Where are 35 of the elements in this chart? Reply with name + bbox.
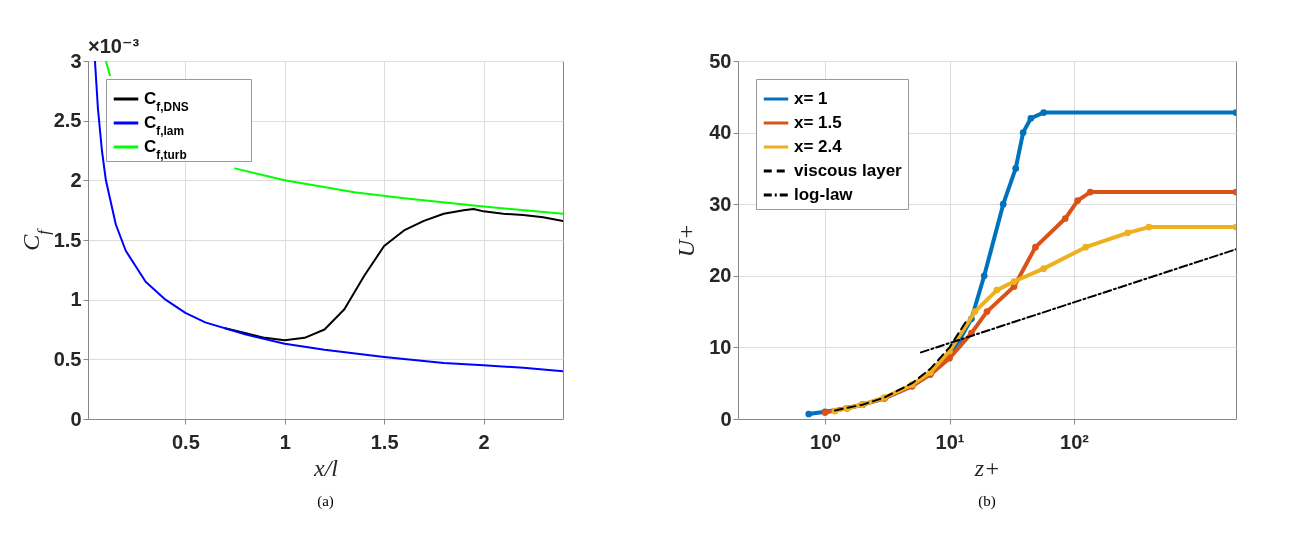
y-tick-label: 50 xyxy=(709,49,732,72)
x-tick-label: 1.5 xyxy=(370,430,399,453)
text: (a) xyxy=(317,493,334,510)
legend-label: C$_{f,lam}$ xyxy=(144,113,185,138)
y-tick-label: 10 xyxy=(709,335,732,358)
y-tick-label: 2 xyxy=(70,168,82,191)
legend-label: x= 1 xyxy=(794,89,828,108)
text: ×10⁻³ xyxy=(88,35,140,57)
y-tick-label: 1.5 xyxy=(53,228,82,251)
y-tick-label: 20 xyxy=(709,264,732,287)
legend-label: C$_{f,turb}$ xyxy=(144,137,187,162)
x-tick-label: 10² xyxy=(1060,430,1090,453)
y-tick-label: 1 xyxy=(70,288,82,311)
y-tick-label: 40 xyxy=(709,121,732,144)
x-tick-label: 2 xyxy=(478,430,490,453)
x-tick-label: 10¹ xyxy=(935,430,965,453)
text: (b) xyxy=(978,493,996,510)
legend-label: x= 2.4 xyxy=(794,137,843,156)
y-tick-label: 3 xyxy=(70,49,82,72)
x-axis-title: z+ xyxy=(973,454,1001,481)
y-tick-label: 0.5 xyxy=(53,347,82,370)
x-tick-label: 1 xyxy=(279,430,291,453)
x-tick-label: 0.5 xyxy=(171,430,200,453)
y-tick-label: 0 xyxy=(70,407,82,430)
legend-label: log-law xyxy=(794,185,854,204)
x-tick-label: 10⁰ xyxy=(810,430,842,453)
legend-label: viscous layer xyxy=(794,161,903,180)
y-tick-label: 30 xyxy=(709,192,732,215)
y-tick-label: 0 xyxy=(720,407,732,430)
x-axis-title: x/l xyxy=(313,454,339,481)
legend-label: C$_{f,DNS}$ xyxy=(144,89,189,114)
y-tick-label: 2.5 xyxy=(53,109,82,132)
line-series xyxy=(93,61,563,373)
legend-label: x= 1.5 xyxy=(794,113,842,132)
y-axis-title: U+ xyxy=(673,223,700,258)
